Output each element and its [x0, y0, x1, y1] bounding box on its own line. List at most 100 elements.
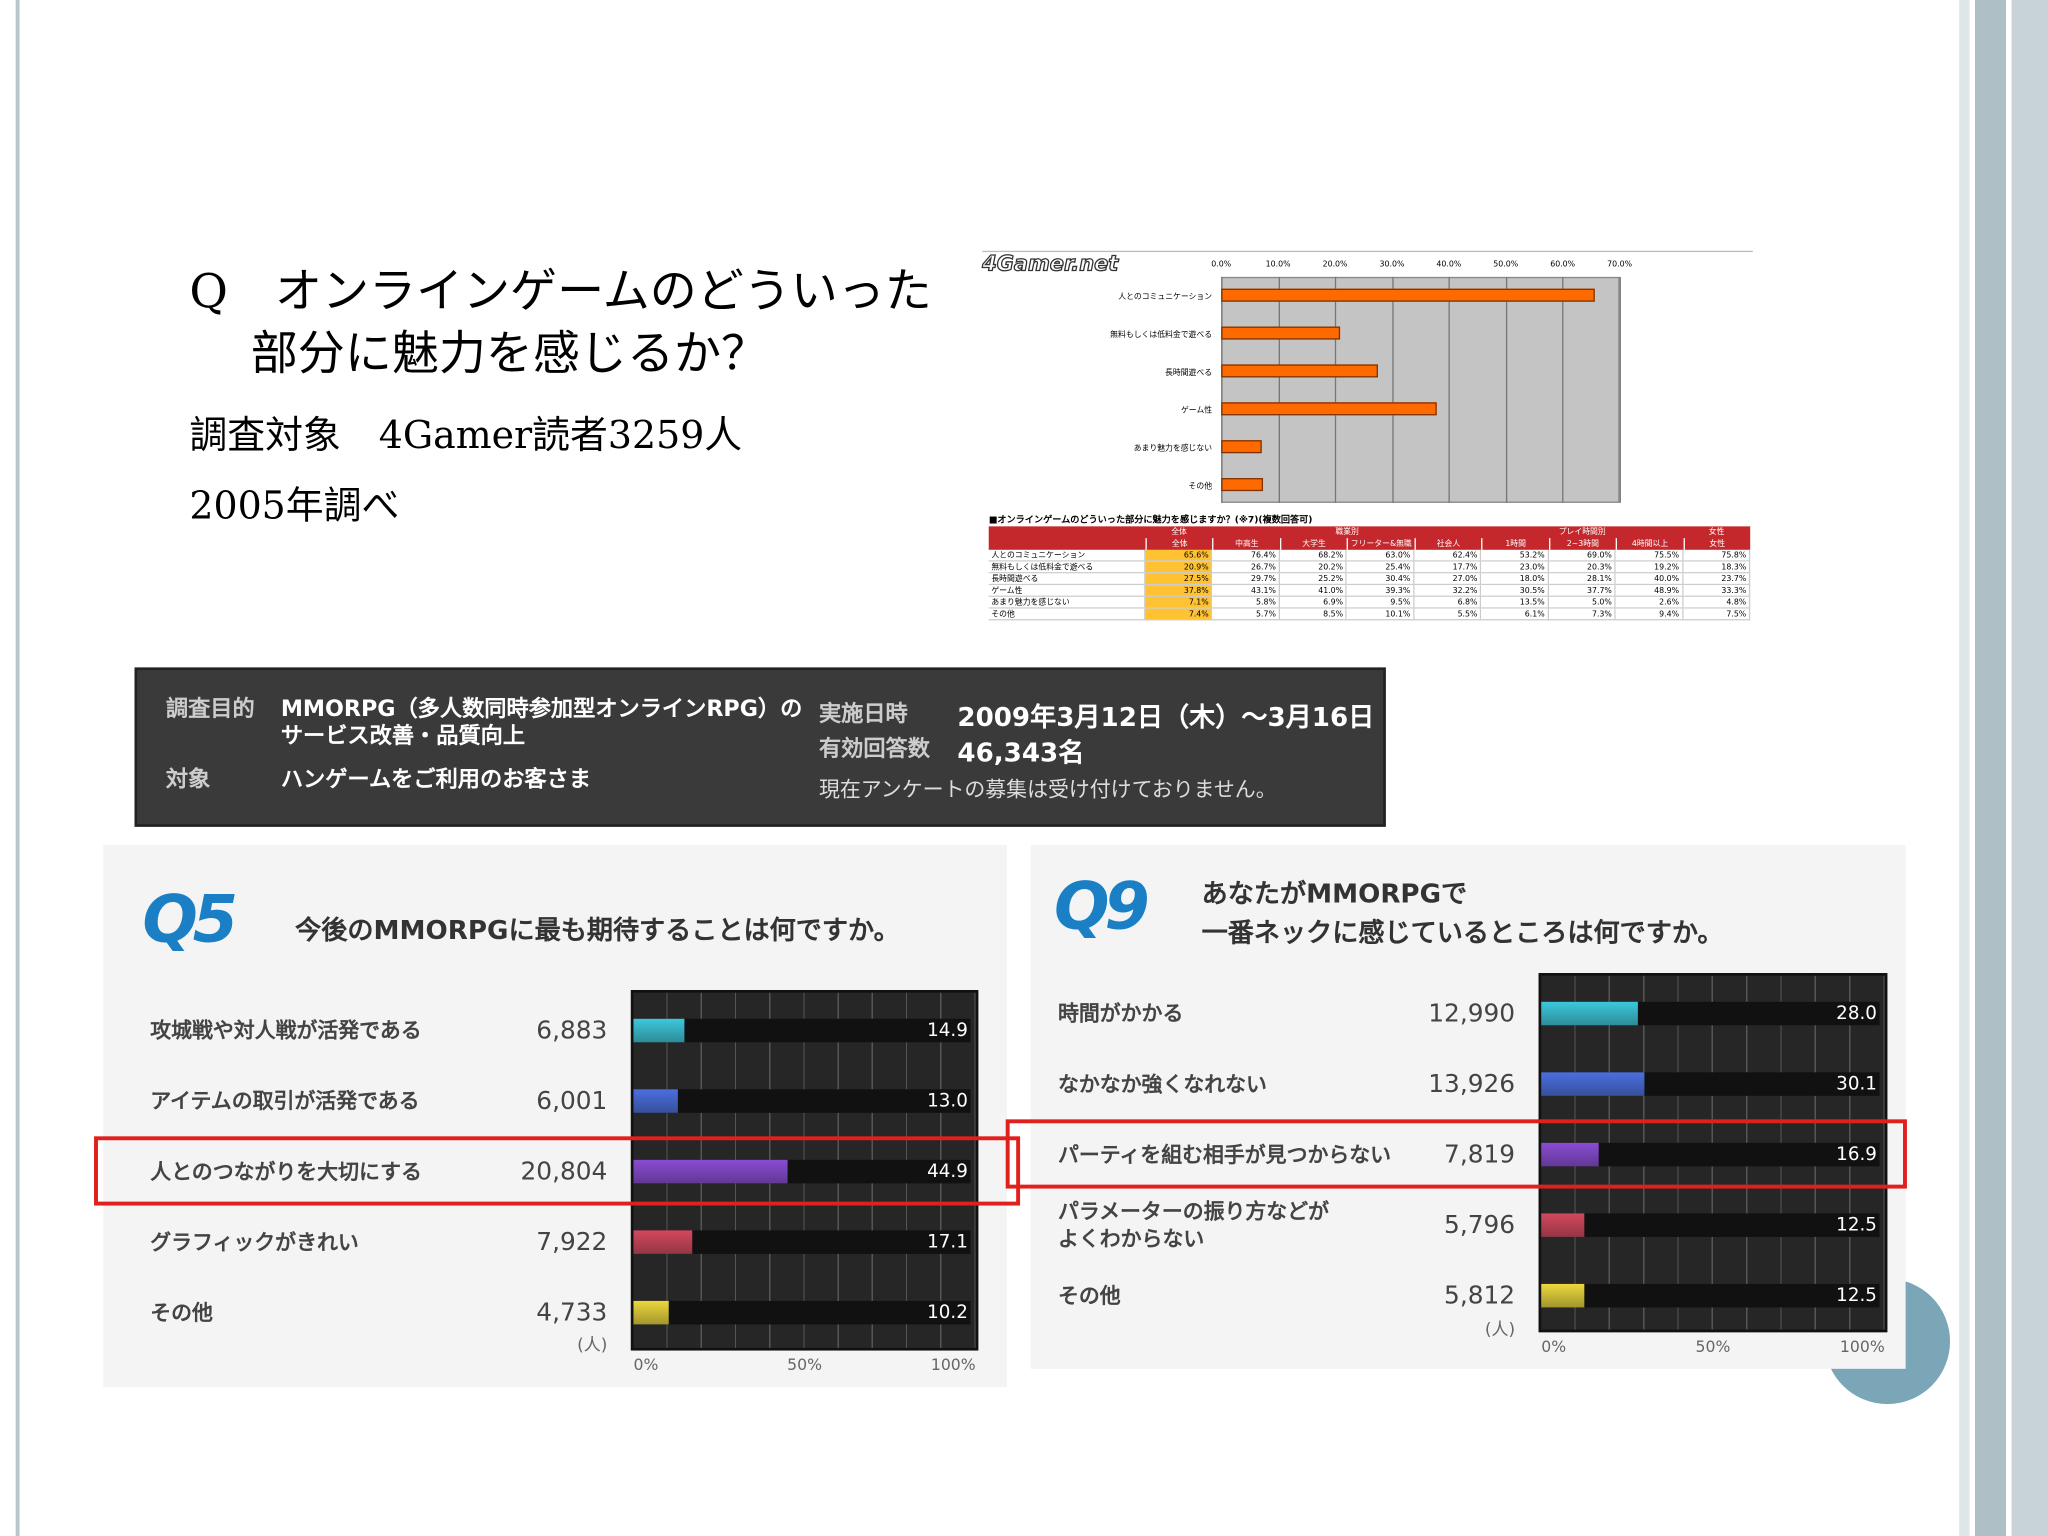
- column-header: 全体: [1145, 538, 1212, 550]
- table-cell: 37.7%: [1548, 585, 1616, 597]
- category-label: パーティを組む相手が見つからない: [1057, 1142, 1392, 1168]
- badge: Q5: [142, 881, 238, 958]
- x-tick-label: 0%: [1541, 1337, 1567, 1356]
- notice: 現在アンケートの募集は受け付けておりません。: [818, 777, 1277, 802]
- table-cell: 2.6%: [1615, 596, 1683, 609]
- category-label: あまり魅力を感じない: [1133, 443, 1213, 453]
- x-tick-label: 0%: [633, 1355, 659, 1375]
- bar: [1221, 402, 1437, 416]
- table-cell: 25.2%: [1279, 573, 1348, 586]
- column-header: 社会人: [1414, 538, 1481, 550]
- count-unit: (人): [1484, 1320, 1516, 1341]
- title-2: 部分に魅力を感じるか？: [250, 327, 769, 382]
- grid-line: [1562, 276, 1564, 503]
- bar: [633, 1018, 685, 1043]
- value-label: 17.1: [927, 1231, 968, 1253]
- group-header: プレイ時間別: [1558, 527, 1606, 537]
- table-cell: 18.0%: [1481, 573, 1549, 586]
- table-cell: 5.8%: [1212, 596, 1280, 609]
- table-cell: 53.2%: [1481, 549, 1549, 562]
- table-cell: 37.8%: [1145, 585, 1213, 597]
- table-cell: 5.0%: [1548, 596, 1616, 609]
- table-cell: 20.2%: [1279, 561, 1348, 574]
- count-label: 7,819: [1444, 1140, 1516, 1169]
- category-label: なかなか強くなれない: [1057, 1071, 1267, 1097]
- count-label: 4,733: [536, 1298, 608, 1328]
- grid-line: [1619, 276, 1621, 503]
- grid-line: [1278, 276, 1280, 503]
- grid-line: [1221, 276, 1223, 503]
- table-cell: 76.4%: [1212, 549, 1280, 562]
- bar: [633, 1230, 692, 1254]
- bar-track: [1541, 1283, 1880, 1308]
- table-header-bg: [988, 526, 1751, 550]
- x-tick-label: 70.0%: [1607, 259, 1633, 270]
- table-cell: 9.5%: [1347, 596, 1415, 609]
- target: ハンゲームをご利用のお客さま: [280, 766, 592, 793]
- column-header: 1時間: [1481, 538, 1548, 550]
- bar-track: [633, 1018, 971, 1043]
- table-cell: 68.2%: [1279, 549, 1348, 562]
- purpose: MMORPG（多人数同時参加型オンラインRPG）の サービス改善・品質向上: [280, 696, 803, 750]
- q5-panel: Q5 今後のMMORPGに最も期待することは何ですか。 攻城戦や対人戦が活発である 6…: [103, 845, 1008, 1388]
- x-tick-label: 100%: [1839, 1337, 1885, 1356]
- table-cell: 6.9%: [1279, 596, 1348, 609]
- table-cell: 23.0%: [1481, 561, 1549, 574]
- table-cell: 33.3%: [1682, 585, 1751, 597]
- category-label: 無料もしくは低料金で遊べる: [1110, 330, 1213, 340]
- bar: [1221, 439, 1262, 453]
- logo: 4Gamer.net: [982, 250, 1119, 276]
- table-cell: 7.3%: [1548, 608, 1616, 621]
- highlight-box: [1005, 1119, 1907, 1189]
- value-label: 30.1: [1836, 1073, 1877, 1095]
- table-cell: 28.1%: [1548, 573, 1616, 586]
- table-cell: 75.8%: [1682, 549, 1751, 562]
- table-cell: 長時間遊べる: [988, 573, 1146, 586]
- x-tick-label: 50%: [787, 1355, 822, 1375]
- group-header: 全体: [1171, 527, 1187, 537]
- category-label: 長時間遊べる: [1165, 368, 1213, 378]
- bar-track: [633, 1300, 971, 1325]
- table-cell: 75.5%: [1615, 549, 1683, 562]
- table-cell: 63.0%: [1347, 549, 1415, 562]
- category-label: その他: [1188, 481, 1213, 491]
- purpose-label: 調査目的: [165, 696, 255, 723]
- table-cell: 23.7%: [1682, 573, 1751, 586]
- count-label: 6,883: [536, 1016, 608, 1045]
- date: 2009年3月12日（木）～3月16日（月）: [957, 701, 1453, 733]
- table-cell: 7.5%: [1682, 608, 1751, 621]
- count-label: 12,990: [1428, 999, 1516, 1028]
- info-box: 調査目的 MMORPG（多人数同時参加型オンラインRPG）の サービス改善・品質向…: [134, 667, 1453, 827]
- x-tick-label: 20.0%: [1322, 259, 1348, 270]
- table-cell: 32.2%: [1414, 585, 1482, 597]
- grid-line: [1505, 276, 1508, 503]
- table-cell: 40.0%: [1615, 573, 1683, 586]
- table-cell: 41.0%: [1279, 585, 1348, 597]
- table-cell: 10.1%: [1347, 608, 1415, 621]
- table-cell: 20.9%: [1145, 561, 1213, 574]
- table-cell: 5.7%: [1212, 608, 1280, 621]
- table-cell: 6.8%: [1414, 596, 1482, 609]
- x-tick-label: 30.0%: [1379, 259, 1405, 270]
- category-label: パラメーターの振り方などが よくわからない: [1057, 1199, 1330, 1252]
- table-cell: 20.3%: [1548, 561, 1616, 574]
- grid-line: [1335, 276, 1337, 503]
- responses-label: 有効回答数: [818, 736, 930, 763]
- category-label: その他: [150, 1300, 213, 1326]
- value-label: 12.5: [1836, 1214, 1877, 1236]
- bar: [1541, 1001, 1638, 1026]
- count-label: 13,926: [1428, 1069, 1516, 1099]
- table-cell: 6.1%: [1481, 608, 1549, 621]
- bar-track: [1541, 1213, 1880, 1237]
- bar: [1221, 477, 1264, 491]
- table-cell: 19.2%: [1615, 561, 1683, 574]
- bar: [633, 1159, 788, 1184]
- category-label: 人とのつながりを大切にする: [150, 1159, 422, 1184]
- bar-track: [1541, 1142, 1880, 1167]
- responses: 46,343名: [957, 736, 1085, 768]
- category-label: 攻城戦や対人戦が活発である: [150, 1018, 422, 1043]
- table-cell: 29.7%: [1212, 573, 1280, 586]
- bar: [1221, 364, 1378, 378]
